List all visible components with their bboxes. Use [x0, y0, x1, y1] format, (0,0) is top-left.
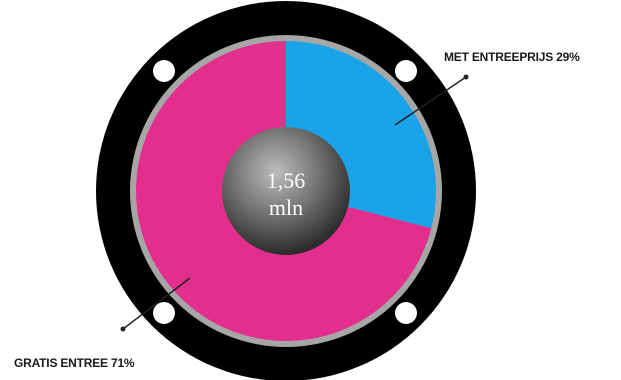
- mounting-hole-top-left: [153, 60, 175, 82]
- center-cap: [222, 127, 350, 255]
- leader-dot-paid: [463, 74, 469, 80]
- slice-label-paid: MET ENTREEPRIJS 29%: [394, 50, 580, 126]
- center-value: 1,56: [267, 168, 306, 193]
- mounting-hole-bottom-left: [153, 302, 175, 324]
- mounting-hole-bottom-right: [395, 302, 417, 324]
- center-unit: mln: [269, 195, 303, 220]
- slice-label-free: GRATIS ENTREE 71%: [14, 277, 191, 370]
- leader-line-free: [122, 277, 191, 330]
- leader-line-paid: [394, 76, 467, 126]
- mounting-hole-top-right: [395, 60, 417, 82]
- label-gratis-entree: GRATIS ENTREE 71%: [14, 356, 135, 370]
- label-met-entreeprijs: MET ENTREEPRIJS 29%: [444, 50, 580, 64]
- leader-dot-free: [120, 326, 126, 332]
